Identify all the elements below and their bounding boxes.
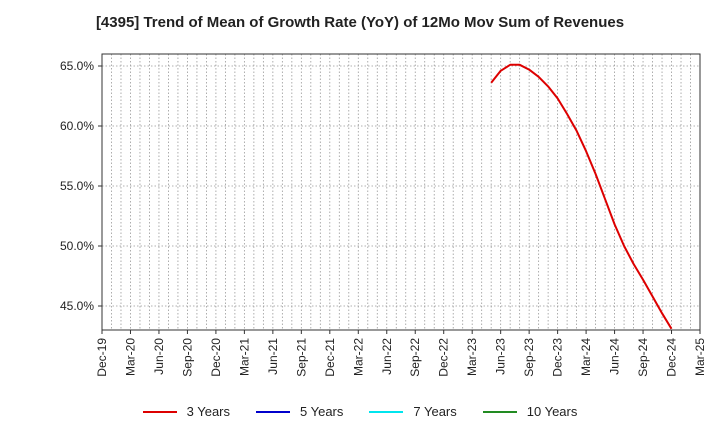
legend-label: 10 Years: [526, 404, 578, 419]
chart-title: [4395] Trend of Mean of Growth Rate (YoY…: [95, 14, 625, 31]
series-line-3-years: [490, 63, 673, 330]
x-tick-label: Mar-20: [123, 338, 137, 376]
legend-label: 5 Years: [300, 404, 344, 419]
y-tick-label: 65.0%: [60, 59, 94, 73]
legend-item: 3 Years: [142, 404, 230, 419]
axis-layer: 45.0% 50.0% 55.0% 60.0% 65.0% Dec-19 Mar-20 Jun…: [60, 53, 707, 377]
x-tick-label: Jun-24: [608, 338, 622, 375]
x-tick-label: Sep-23: [522, 338, 536, 377]
legend-swatch: [142, 410, 177, 413]
legend-swatch: [369, 410, 404, 413]
y-tick-label: 55.0%: [60, 179, 94, 193]
x-tick-label: Mar-23: [465, 338, 479, 376]
x-tick-label: Mar-25: [693, 338, 707, 376]
x-tick-label: Dec-20: [209, 338, 223, 377]
x-tick-label: Sep-24: [636, 338, 650, 377]
x-tick-label: Jun-22: [380, 338, 394, 375]
legend-label: 7 Years: [413, 404, 457, 419]
x-tick-label: Dec-19: [95, 338, 109, 377]
legend-swatch: [256, 410, 290, 413]
legend-item: 5 Years: [256, 404, 343, 419]
x-tick-label: Dec-24: [665, 338, 679, 377]
legend-swatch: [482, 410, 517, 413]
x-tick-label: Mar-21: [237, 338, 251, 376]
y-tick-label: 50.0%: [60, 239, 94, 253]
plot-frame: [101, 53, 701, 331]
x-tick-label: Sep-22: [408, 338, 422, 377]
series-layer: [490, 63, 673, 330]
legend-item: 10 Years: [482, 404, 578, 419]
legend-label: 3 Years: [186, 404, 230, 419]
x-tick-label: Dec-22: [437, 338, 451, 377]
x-tick-label: Mar-22: [351, 338, 365, 376]
x-tick-label: Sep-21: [294, 338, 308, 377]
x-tick-label: Sep-20: [180, 338, 194, 377]
x-tick-label: Dec-23: [551, 338, 565, 377]
x-tick-label: Dec-21: [323, 338, 337, 377]
x-tick-label: Jun-23: [494, 338, 508, 375]
legend-item: 7 Years: [369, 404, 457, 419]
grid-layer: [102, 54, 700, 330]
y-tick-label: 45.0%: [60, 299, 94, 313]
x-tick-label: Jun-21: [266, 338, 280, 375]
y-tick-label: 60.0%: [60, 119, 94, 133]
legend: 3 Years 5 Years 7 Years 10 Years: [0, 404, 720, 419]
x-tick-label: Jun-20: [152, 338, 166, 375]
x-tick-label: Mar-24: [579, 338, 593, 376]
